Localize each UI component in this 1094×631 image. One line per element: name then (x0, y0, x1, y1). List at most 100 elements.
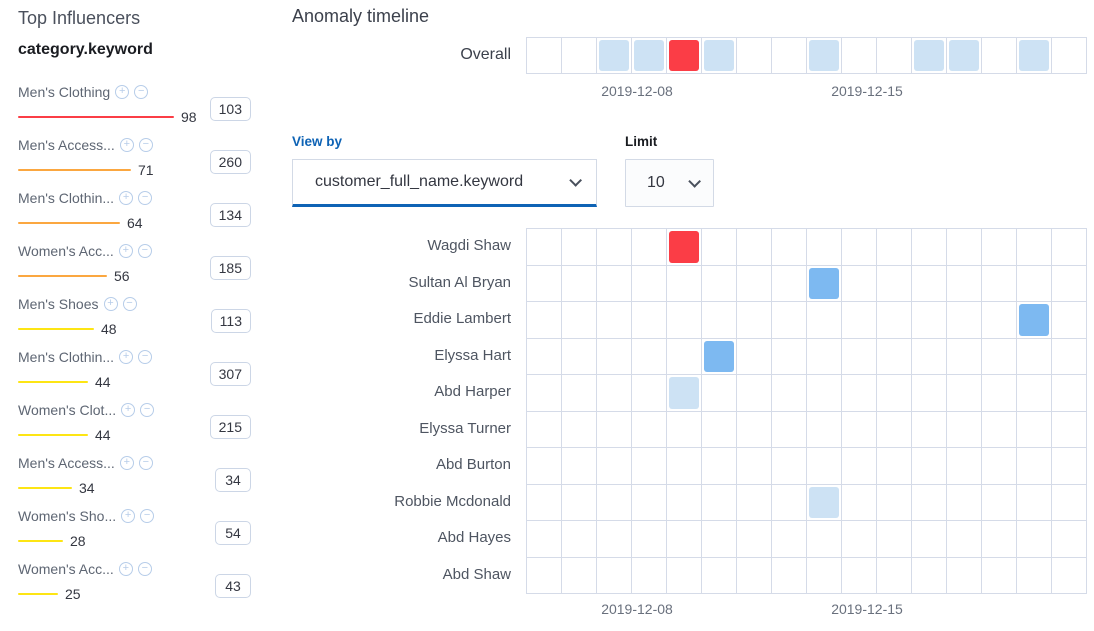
swimlane-cell[interactable] (1052, 448, 1087, 485)
swimlane-cell[interactable] (1052, 411, 1087, 448)
swimlane-cell[interactable] (947, 521, 982, 558)
swimlane-cell[interactable] (807, 411, 842, 448)
swimlane-cell[interactable] (702, 521, 737, 558)
swimlane-cell[interactable] (772, 411, 807, 448)
swimlane-cell[interactable] (877, 411, 912, 448)
remove-filter-icon[interactable] (122, 296, 137, 311)
swimlane-cell[interactable] (527, 38, 562, 74)
swimlane-cell[interactable] (597, 302, 632, 339)
swimlane-cell[interactable] (1052, 38, 1087, 74)
swimlane-cell[interactable] (1052, 302, 1087, 339)
swimlane-cell[interactable] (562, 484, 597, 521)
remove-filter-icon[interactable] (138, 190, 153, 205)
swimlane-cell[interactable] (562, 557, 597, 594)
swimlane-cell[interactable] (632, 448, 667, 485)
swimlane-cell[interactable] (982, 302, 1017, 339)
swimlane-cell[interactable] (807, 484, 842, 521)
swimlane-cell[interactable] (597, 229, 632, 266)
swimlane-cell[interactable] (527, 448, 562, 485)
add-filter-icon[interactable] (121, 508, 136, 523)
swimlane-cell[interactable] (597, 448, 632, 485)
anomaly-cell-low[interactable] (704, 40, 734, 71)
swimlane-cell[interactable] (737, 229, 772, 266)
swimlane-cell[interactable] (982, 375, 1017, 412)
swimlane-cell[interactable] (877, 265, 912, 302)
swimlane-cell[interactable] (562, 229, 597, 266)
swimlane-cell[interactable] (632, 229, 667, 266)
swimlane-cell[interactable] (632, 557, 667, 594)
swimlane-cell[interactable] (772, 38, 807, 74)
influencer-label[interactable]: Men's Clothing (18, 83, 111, 100)
anomaly-cell-low[interactable] (669, 377, 699, 409)
swimlane-cell[interactable] (877, 448, 912, 485)
swimlane-cell[interactable] (947, 375, 982, 412)
swimlane-cell[interactable] (562, 448, 597, 485)
swimlane-cell[interactable] (527, 375, 562, 412)
swimlane-cell[interactable] (597, 484, 632, 521)
add-filter-icon[interactable] (115, 84, 130, 99)
limit-select[interactable]: 10 (625, 159, 714, 207)
view-by-select[interactable]: customer_full_name.keyword (292, 159, 597, 207)
swimlane-cell[interactable] (947, 338, 982, 375)
swimlane-cell[interactable] (912, 375, 947, 412)
swimlane-cell[interactable] (737, 557, 772, 594)
add-filter-icon[interactable] (118, 561, 133, 576)
anomaly-cell-low[interactable] (809, 40, 839, 71)
swimlane-cell[interactable] (667, 38, 702, 74)
swimlane-cell[interactable] (667, 484, 702, 521)
swimlane-cell[interactable] (597, 338, 632, 375)
swimlane-cell[interactable] (702, 265, 737, 302)
swimlane-cell[interactable] (632, 38, 667, 74)
anomaly-cell-low[interactable] (599, 40, 629, 71)
swimlane-cell[interactable] (1017, 38, 1052, 74)
swimlane-cell[interactable] (1017, 302, 1052, 339)
swimlane-cell[interactable] (842, 229, 877, 266)
add-filter-icon[interactable] (121, 402, 136, 417)
add-filter-icon[interactable] (119, 137, 134, 152)
swimlane-cell[interactable] (877, 229, 912, 266)
swimlane-cell[interactable] (737, 484, 772, 521)
swimlane-cell[interactable] (527, 484, 562, 521)
swimlane-cell[interactable] (702, 557, 737, 594)
swimlane-cell[interactable] (877, 338, 912, 375)
anomaly-cell-low[interactable] (914, 40, 944, 71)
swimlane-cell[interactable] (912, 411, 947, 448)
swimlane-cell[interactable] (667, 411, 702, 448)
swimlane-cell[interactable] (807, 521, 842, 558)
swimlane-cell[interactable] (597, 375, 632, 412)
swimlane-cell[interactable] (1052, 521, 1087, 558)
add-filter-icon[interactable] (119, 190, 134, 205)
swimlane-cell[interactable] (842, 484, 877, 521)
swimlane-cell[interactable] (632, 265, 667, 302)
swimlane-cell[interactable] (667, 229, 702, 266)
swimlane-cell[interactable] (807, 302, 842, 339)
swimlane-cell[interactable] (772, 484, 807, 521)
swimlane-cell[interactable] (912, 229, 947, 266)
swimlane-cell[interactable] (702, 302, 737, 339)
swimlane-cell[interactable] (527, 229, 562, 266)
swimlane-cell[interactable] (807, 338, 842, 375)
swimlane-cell[interactable] (772, 302, 807, 339)
swimlane-cell[interactable] (562, 411, 597, 448)
swimlane-cell[interactable] (1017, 411, 1052, 448)
swimlane-cell[interactable] (807, 448, 842, 485)
remove-filter-icon[interactable] (137, 561, 152, 576)
swimlane-cell[interactable] (842, 38, 877, 74)
swimlane-cell[interactable] (877, 484, 912, 521)
swimlane-cell[interactable] (947, 411, 982, 448)
swimlane-cell[interactable] (667, 448, 702, 485)
swimlane-cell[interactable] (947, 38, 982, 74)
swimlane-cell[interactable] (947, 557, 982, 594)
influencer-label[interactable]: Men's Shoes (18, 295, 99, 312)
swimlane-cell[interactable] (807, 265, 842, 302)
anomaly-cell-low[interactable] (809, 486, 839, 518)
swimlane-cell[interactable] (772, 338, 807, 375)
swimlane-cell[interactable] (912, 38, 947, 74)
swimlane-cell[interactable] (982, 38, 1017, 74)
swimlane-cell[interactable] (912, 521, 947, 558)
swimlane-cell[interactable] (877, 38, 912, 74)
swimlane-cell[interactable] (562, 375, 597, 412)
swimlane-cell[interactable] (737, 338, 772, 375)
swimlane-cell[interactable] (702, 375, 737, 412)
swimlane-cell[interactable] (807, 229, 842, 266)
